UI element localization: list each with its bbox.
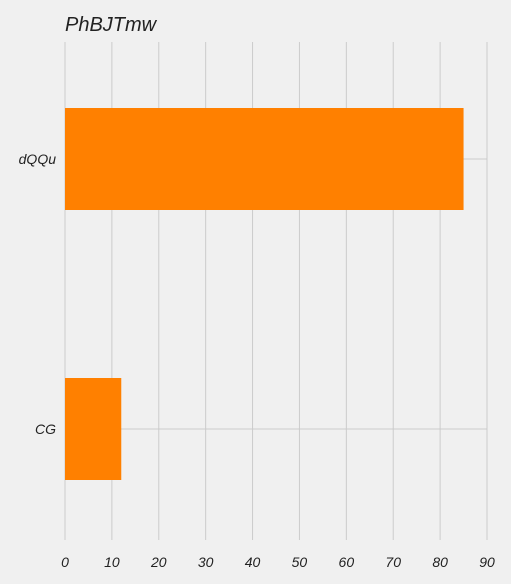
bars bbox=[65, 108, 464, 480]
tick-labels: 0 10 20 30 40 50 60 70 80 90 dQQu CG bbox=[19, 151, 495, 570]
x-tick-label: 30 bbox=[198, 554, 214, 570]
bar bbox=[65, 108, 464, 210]
chart-title: PhBJTmw bbox=[65, 14, 158, 36]
y-tick-label: CG bbox=[35, 421, 56, 437]
x-tick-label: 80 bbox=[432, 554, 448, 570]
bar bbox=[65, 378, 122, 480]
y-tick-label: dQQu bbox=[19, 151, 57, 167]
x-tick-label: 60 bbox=[339, 554, 355, 570]
x-tick-label: 10 bbox=[104, 554, 120, 570]
x-tick-label: 20 bbox=[150, 554, 167, 570]
x-tick-label: 70 bbox=[385, 554, 401, 570]
x-tick-label: 40 bbox=[245, 554, 261, 570]
x-tick-label: 50 bbox=[292, 554, 308, 570]
x-tick-label: 0 bbox=[61, 554, 69, 570]
x-tick-label: 90 bbox=[479, 554, 495, 570]
